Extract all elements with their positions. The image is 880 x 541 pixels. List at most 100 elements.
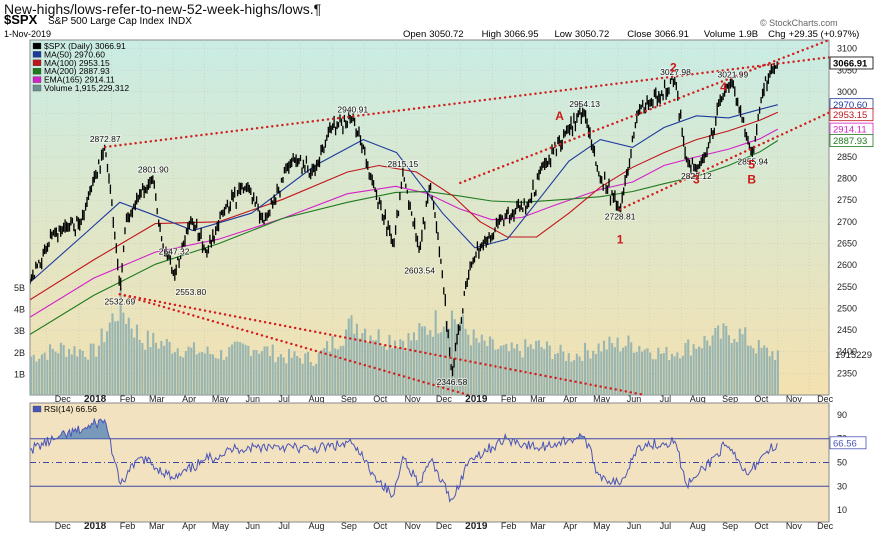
volume-bar — [179, 356, 182, 395]
volume-bar — [258, 353, 261, 395]
volume-bar — [497, 348, 500, 395]
volume-bar — [304, 353, 307, 395]
x-tick-11: Nov — [405, 394, 422, 404]
x-tick-rsi-17: May — [593, 521, 611, 531]
volume-bar — [171, 353, 174, 395]
volume-bar — [402, 340, 405, 395]
volume-bar — [279, 354, 282, 395]
volume-bar — [714, 328, 717, 395]
symbol-label: $SPX — [4, 14, 38, 27]
volume-bar — [244, 344, 247, 395]
volume-bar — [271, 344, 274, 395]
volume-bar — [717, 325, 720, 395]
volume-bar — [426, 334, 429, 395]
volume-bar — [239, 342, 242, 395]
volume-bar — [317, 352, 320, 395]
volume-bar — [499, 345, 502, 395]
y-tick-3100: 3100 — [837, 44, 857, 54]
x-tick-rsi-18: Jun — [627, 521, 642, 531]
volume-bar — [583, 342, 587, 395]
volume-bar — [255, 350, 258, 395]
volume-bar — [306, 351, 310, 395]
volume-bar — [87, 359, 90, 395]
x-tick-rsi-19: Jul — [660, 521, 672, 531]
volume-bar — [195, 354, 198, 395]
volume-bar — [190, 347, 193, 395]
rsi-series — [30, 417, 829, 504]
volume-bar — [182, 357, 185, 395]
price-badge-4: 2887.93 — [833, 136, 867, 147]
volume-bar — [201, 351, 204, 395]
legend-swatch-3 — [32, 68, 42, 75]
volume-bar — [483, 340, 486, 395]
volume-bar — [727, 335, 730, 395]
volume-bar — [700, 348, 703, 395]
rsi-tick-90: 90 — [837, 410, 847, 420]
volume-bar — [757, 340, 760, 395]
volume-bar — [285, 363, 288, 395]
volume-bar — [40, 354, 43, 395]
volume-bar — [478, 342, 481, 395]
volume-bar — [203, 353, 206, 395]
volume-bar — [695, 348, 698, 395]
ma-line-ema165 — [30, 128, 779, 318]
volume-bar — [369, 335, 372, 395]
volume-bar — [513, 348, 516, 395]
volume-bar — [632, 352, 635, 395]
volume-bar — [217, 358, 220, 395]
x-tick-rsi-8: Aug — [309, 521, 325, 531]
volume-bar — [65, 356, 68, 395]
volume-bar — [230, 344, 234, 395]
volume-bar — [247, 345, 250, 395]
ohlc-close-label: Close — [627, 29, 651, 40]
price-badge-bg-4 — [829, 134, 874, 147]
volume-bar — [421, 326, 424, 395]
x-tick-rsi-1: 2018 — [84, 521, 107, 532]
volume-bar — [78, 349, 81, 395]
volume-bar — [475, 338, 478, 395]
volume-bar — [141, 343, 144, 395]
annotation-1: 2532.69 — [104, 296, 135, 306]
volume-bar — [665, 346, 668, 395]
volume-bar — [521, 357, 524, 395]
volume-bar — [518, 350, 521, 395]
volume-bar — [673, 356, 676, 395]
x-tick-19: Jul — [660, 394, 672, 404]
volume-bar — [396, 347, 399, 395]
date-label: 1-Nov-2019 — [4, 29, 51, 39]
volume-bar — [111, 313, 114, 395]
volume-bar — [567, 353, 570, 395]
volume-bar — [613, 347, 616, 395]
volume-bar — [708, 345, 711, 395]
volume-bar — [564, 361, 568, 395]
volume-bar — [660, 353, 663, 395]
volume-bar — [57, 353, 60, 395]
ohlc-volume-value: 1.9B — [739, 29, 759, 40]
volume-bar — [76, 356, 79, 395]
rsi-legend: RSI(14) 66.56 — [44, 404, 97, 414]
legend-entry-5: Volume 1,915,229,312 — [44, 83, 129, 93]
volume-bar — [296, 355, 299, 395]
volume-bar — [51, 348, 54, 395]
volume-bar — [494, 349, 497, 395]
volume-bar — [627, 335, 630, 395]
volume-bar — [638, 345, 641, 395]
volume-bar — [399, 339, 402, 395]
x-tick-6: Jun — [246, 394, 261, 404]
volume-bar — [548, 345, 551, 395]
volume-bar — [144, 349, 147, 395]
volume-bar — [274, 362, 277, 395]
volume-bar — [559, 344, 562, 395]
volume-bar — [450, 310, 454, 395]
volume-bar — [298, 358, 301, 395]
wave-label-3: 3 — [693, 173, 700, 187]
volume-bar — [380, 346, 383, 395]
rsi-line — [30, 417, 778, 504]
exchange-label: INDX — [168, 16, 192, 27]
x-tick-0: Dec — [55, 394, 72, 404]
legend-entry-3: MA(200) 2887.93 — [44, 66, 110, 76]
volume-bar — [752, 348, 755, 395]
x-tick-4: Apr — [182, 394, 196, 404]
x-tick-rsi-23: Nov — [786, 521, 803, 531]
